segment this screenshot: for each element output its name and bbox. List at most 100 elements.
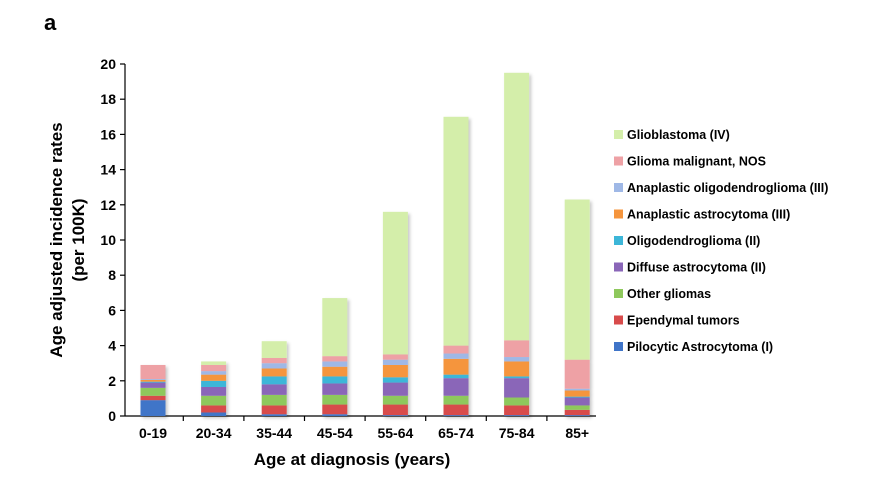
bar-segment [504,397,530,406]
bar-segment [443,395,469,405]
bar-segment [201,380,227,387]
y-tick-label: 2 [108,373,116,389]
y-axis: 0 2 4 6 8 10 12 14 16 18 20 [100,56,126,424]
legend-item: Oligodendroglioma (II) [614,234,760,248]
bar-segment [201,361,227,365]
bar-segment [564,199,590,360]
bar-segment [504,340,530,358]
bar-stack [322,298,348,416]
legend-swatch [614,236,623,245]
x-tick-label: 55-64 [377,425,413,441]
bar-segment [322,394,348,405]
bar-segment [564,388,590,391]
y-tick-label: 4 [108,338,116,354]
bar-segment [201,386,227,396]
y-tick-label: 16 [100,126,116,142]
bar-stack [201,361,227,416]
bar-segment [322,366,348,377]
y-tick-label: 0 [108,408,116,424]
bar-segment [382,415,408,416]
bar-segment [201,364,227,372]
bar-segment [564,405,590,410]
bar-segment [201,371,227,375]
bar-segment [140,364,166,380]
bar-segment [504,405,530,416]
bar-segment [564,415,590,416]
bar-segment [564,359,590,389]
bar-segment [322,383,348,395]
legend: Glioblastoma (IV) Glioma malignant, NOS An… [614,128,828,354]
bar-segment [382,359,408,365]
bar-segment [443,345,469,354]
legend-item: Anaplastic astrocytoma (III) [614,208,790,222]
legend-swatch [614,262,623,272]
bar-stack [564,199,590,416]
bar-segment [564,390,590,397]
bar-segment [504,72,530,341]
bar-segment [504,361,530,377]
bar-segment [140,379,166,380]
x-axis-title: Age at diagnosis (years) [254,450,451,469]
bar-segment [201,412,227,416]
bar-segment [382,404,408,416]
bar-segment [443,358,469,375]
legend-swatch [614,342,623,351]
y-axis-title-line-1: Age adjusted incidence rates [47,122,66,357]
legend-label: Anaplastic astrocytoma (III) [627,208,790,222]
bar-segment [261,394,287,406]
legend-swatch [614,315,623,325]
legend-label: Glioma malignant, NOS [627,155,766,169]
legend-swatch [614,183,623,192]
bar-segment [382,395,408,405]
bar-segment [261,384,287,395]
bar-segment [382,211,408,355]
legend-item: Other gliomas [614,287,711,301]
x-tick-label: 0-19 [139,425,167,441]
bar-segment [322,404,348,415]
bar-segment [140,381,166,383]
bar-segment [261,376,287,385]
bar-segment [504,378,530,398]
bar-segment [443,374,469,379]
bar-segment [382,377,408,383]
legend-item: Ependymal tumors [614,314,740,328]
bar-stack [140,364,166,416]
y-tick-label: 6 [108,302,116,318]
legend-label: Pilocytic Astrocytoma (I) [627,340,773,354]
bar-segment [140,395,166,401]
x-tick-label: 65-74 [438,425,474,441]
bar-segment [564,396,590,398]
bar-segment [443,116,469,346]
y-tick-label: 18 [100,91,116,107]
bar-segment [201,405,227,413]
bar-stack [382,211,408,416]
bar-segment [564,397,590,406]
x-tick-label: 35-44 [256,425,292,441]
legend-swatch [614,156,623,166]
legend-label: Glioblastoma (IV) [627,128,730,142]
bar-stack [261,341,287,416]
bar-segment [443,415,469,416]
bar-segment [261,405,287,415]
legend-label: Oligodendroglioma (II) [627,234,760,248]
legend-item: Anaplastic oligodendroglioma (III) [614,181,828,195]
bar-stack [443,116,469,416]
bar-segment [261,363,287,369]
y-tick-label: 14 [100,162,116,178]
panel-label: a [44,10,57,35]
bar-segment [382,354,408,360]
bars [140,72,590,416]
bar-segment [504,357,530,362]
x-axis: 0-19 20-34 35-44 45-54 55-64 65-74 75-84 85+ [125,415,596,441]
bar-segment [322,298,348,357]
bar-segment [382,364,408,378]
bar-segment [261,414,287,416]
bar-segment [443,404,469,416]
y-axis-title: Age adjusted incidence rates (per 100K) [47,122,88,357]
bar-segment [140,387,166,396]
bar-segment [261,341,287,358]
bar-segment [140,382,166,388]
legend-swatch [614,209,623,219]
bar-segment [140,400,166,416]
